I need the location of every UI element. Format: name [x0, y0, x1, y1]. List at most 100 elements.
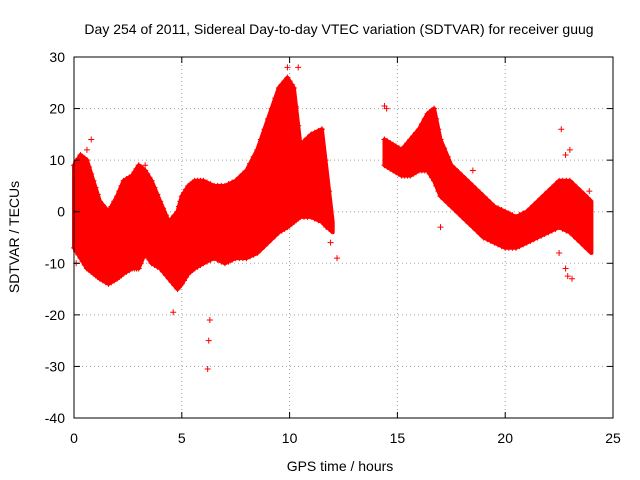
outlier-point: [323, 224, 330, 231]
data-point: [534, 234, 541, 241]
data-point: [257, 136, 264, 143]
data-point: [211, 255, 218, 262]
data-point: [293, 103, 300, 110]
data-point: [144, 170, 151, 177]
data-point: [477, 189, 484, 196]
data-point: [207, 181, 214, 188]
data-point: [424, 167, 431, 174]
data-point: [139, 255, 146, 262]
data-point: [556, 224, 563, 231]
data-point: [90, 177, 97, 184]
data-point: [574, 184, 581, 191]
data-point: [451, 206, 458, 213]
data-point: [326, 188, 333, 195]
data-point: [148, 177, 155, 184]
data-point: [75, 251, 82, 258]
data-point: [548, 184, 555, 191]
data-point: [577, 188, 584, 195]
data-point: [462, 176, 469, 183]
data-point: [284, 74, 291, 81]
data-point: [96, 198, 103, 205]
data-point: [477, 231, 484, 238]
data-point: [308, 213, 315, 220]
data-point: [225, 258, 232, 265]
data-point: [250, 251, 257, 258]
y-tick-label: -10: [45, 255, 65, 271]
data-point: [79, 258, 86, 265]
outlier-point: [437, 224, 444, 231]
data-point: [168, 215, 175, 222]
data-point: [200, 260, 207, 267]
data-point: [523, 239, 530, 246]
data-point: [243, 167, 250, 174]
outlier-point: [204, 366, 211, 373]
data-point: [495, 241, 502, 248]
data-point: [502, 208, 509, 215]
data-point: [441, 196, 448, 203]
data-point: [444, 200, 451, 207]
data-point: [545, 229, 552, 236]
data-point: [77, 255, 84, 262]
data-point: [165, 219, 172, 226]
outlier-point: [142, 162, 149, 169]
data-point: [322, 157, 329, 164]
data-point: [473, 186, 480, 193]
x-tick-label: 25: [605, 430, 621, 446]
data-point: [448, 203, 455, 210]
data-point: [221, 182, 228, 189]
x-tick-label: 0: [70, 430, 78, 446]
outlier-point: [243, 182, 250, 189]
data-point: [437, 193, 444, 200]
y-tick-label: 30: [49, 49, 65, 65]
data-point: [261, 243, 268, 250]
data-point: [250, 153, 257, 160]
data-point: [570, 181, 577, 188]
data-point: [484, 236, 491, 243]
outlier-point: [562, 151, 569, 158]
data-point: [229, 256, 236, 263]
data-point: [133, 165, 140, 172]
x-axis-label: GPS time / hours: [287, 458, 394, 474]
data-point: [268, 105, 275, 112]
data-point: [480, 234, 487, 241]
outlier-point: [327, 239, 334, 246]
data-point: [566, 177, 573, 184]
data-point: [177, 198, 184, 205]
y-axis-label: SDTVAR / TECUs: [6, 181, 22, 293]
data-point: [278, 81, 285, 88]
data-point: [435, 126, 442, 133]
data-point: [297, 141, 304, 148]
data-point: [401, 143, 408, 150]
outlier-point: [383, 105, 390, 112]
data-point: [491, 239, 498, 246]
data-point: [451, 165, 458, 172]
data-point: [584, 194, 591, 201]
x-tick-label: 5: [178, 430, 186, 446]
axis-ticks: 0 5 10 15 20 25 -40 -30 -20 -10 0 10 20 30: [45, 49, 621, 446]
data-point: [548, 227, 555, 234]
data-point: [180, 189, 187, 196]
data-point: [512, 213, 519, 220]
data-point: [247, 160, 254, 167]
data-point: [308, 131, 315, 138]
data-point: [491, 203, 498, 210]
data-point: [243, 255, 250, 262]
data-point: [180, 277, 187, 284]
data-point: [563, 227, 570, 234]
data-point: [272, 95, 279, 102]
data-point: [431, 105, 438, 112]
data-point: [160, 205, 167, 212]
x-tick-label: 10: [282, 430, 298, 446]
data-point: [88, 170, 95, 177]
data-point: [221, 260, 228, 267]
data-point: [114, 193, 121, 200]
y-tick-label: -30: [45, 358, 65, 374]
outlier-point: [206, 317, 213, 324]
data-point: [541, 191, 548, 198]
data-point: [455, 210, 462, 217]
data-point: [162, 272, 169, 279]
data-point: [304, 134, 311, 141]
data-point: [455, 169, 462, 176]
data-point: [174, 208, 181, 215]
